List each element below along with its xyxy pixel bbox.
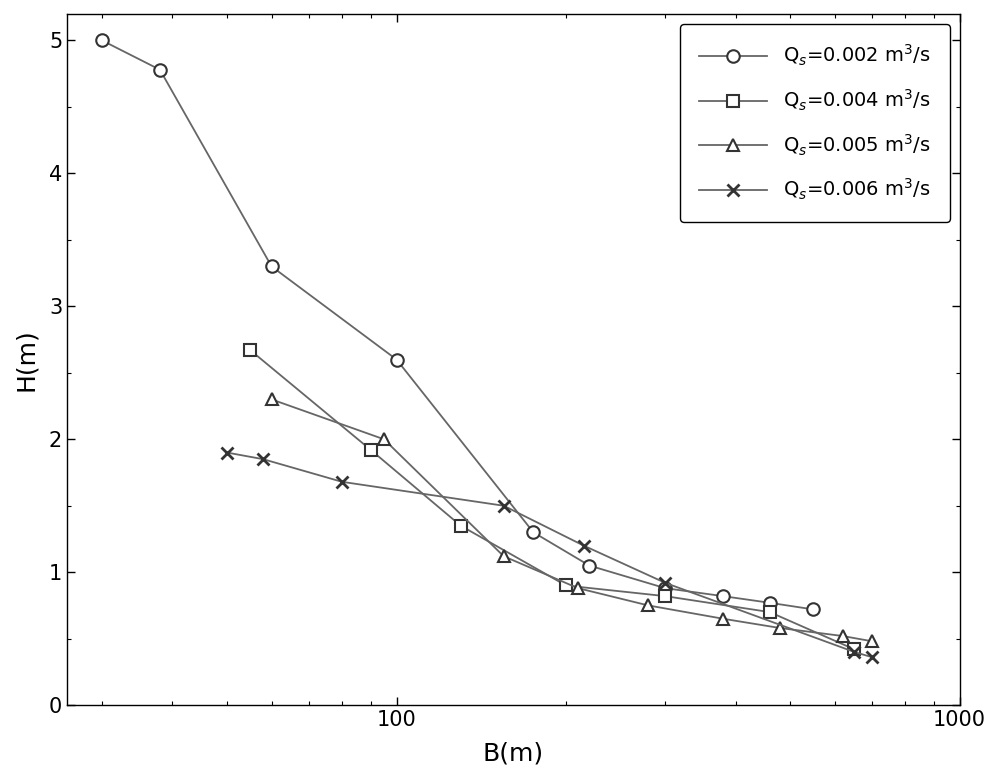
Q$_s$=0.005 m$^3$/s	[866, 636, 878, 646]
Q$_s$=0.006 m$^3$/s	[848, 647, 860, 657]
Q$_s$=0.004 m$^3$/s	[455, 521, 467, 530]
Q$_s$=0.002 m$^3$/s	[96, 36, 108, 45]
Q$_s$=0.006 m$^3$/s	[336, 478, 348, 487]
Q$_s$=0.005 m$^3$/s	[378, 435, 390, 444]
Q$_s$=0.004 m$^3$/s	[848, 645, 860, 654]
Q$_s$=0.004 m$^3$/s	[659, 591, 671, 601]
Q$_s$=0.006 m$^3$/s	[257, 454, 269, 464]
Line: Q$_s$=0.002 m$^3$/s: Q$_s$=0.002 m$^3$/s	[96, 34, 820, 615]
Q$_s$=0.002 m$^3$/s	[266, 262, 278, 271]
Q$_s$=0.004 m$^3$/s	[365, 446, 377, 455]
Q$_s$=0.002 m$^3$/s	[717, 591, 729, 601]
Q$_s$=0.006 m$^3$/s	[866, 653, 878, 662]
Q$_s$=0.002 m$^3$/s	[527, 527, 539, 537]
Q$_s$=0.002 m$^3$/s	[659, 583, 671, 593]
Line: Q$_s$=0.006 m$^3$/s: Q$_s$=0.006 m$^3$/s	[221, 446, 879, 664]
Q$_s$=0.006 m$^3$/s	[659, 578, 671, 587]
Q$_s$=0.002 m$^3$/s	[807, 605, 819, 614]
Q$_s$=0.002 m$^3$/s	[154, 65, 166, 75]
Q$_s$=0.005 m$^3$/s	[774, 623, 786, 633]
Q$_s$=0.006 m$^3$/s	[221, 448, 233, 457]
Q$_s$=0.004 m$^3$/s	[244, 346, 256, 355]
Q$_s$=0.004 m$^3$/s	[764, 608, 776, 617]
Line: Q$_s$=0.004 m$^3$/s: Q$_s$=0.004 m$^3$/s	[244, 344, 861, 656]
Q$_s$=0.005 m$^3$/s	[717, 614, 729, 623]
Q$_s$=0.005 m$^3$/s	[266, 395, 278, 404]
Line: Q$_s$=0.005 m$^3$/s: Q$_s$=0.005 m$^3$/s	[265, 393, 879, 647]
Q$_s$=0.002 m$^3$/s	[764, 598, 776, 608]
Q$_s$=0.002 m$^3$/s	[391, 355, 403, 365]
Q$_s$=0.006 m$^3$/s	[578, 541, 590, 550]
Legend: Q$_s$=0.002 m$^3$/s, Q$_s$=0.004 m$^3$/s, Q$_s$=0.005 m$^3$/s, Q$_s$=0.006 m$^3$: Q$_s$=0.002 m$^3$/s, Q$_s$=0.004 m$^3$/s…	[680, 23, 950, 222]
Q$_s$=0.005 m$^3$/s	[642, 601, 654, 610]
Y-axis label: H(m): H(m)	[14, 328, 38, 391]
Q$_s$=0.002 m$^3$/s	[583, 561, 595, 570]
Q$_s$=0.005 m$^3$/s	[837, 631, 849, 640]
Q$_s$=0.004 m$^3$/s	[560, 581, 572, 590]
Q$_s$=0.005 m$^3$/s	[498, 552, 510, 561]
X-axis label: B(m): B(m)	[483, 741, 544, 765]
Q$_s$=0.006 m$^3$/s	[498, 501, 510, 510]
Q$_s$=0.005 m$^3$/s	[572, 583, 584, 593]
